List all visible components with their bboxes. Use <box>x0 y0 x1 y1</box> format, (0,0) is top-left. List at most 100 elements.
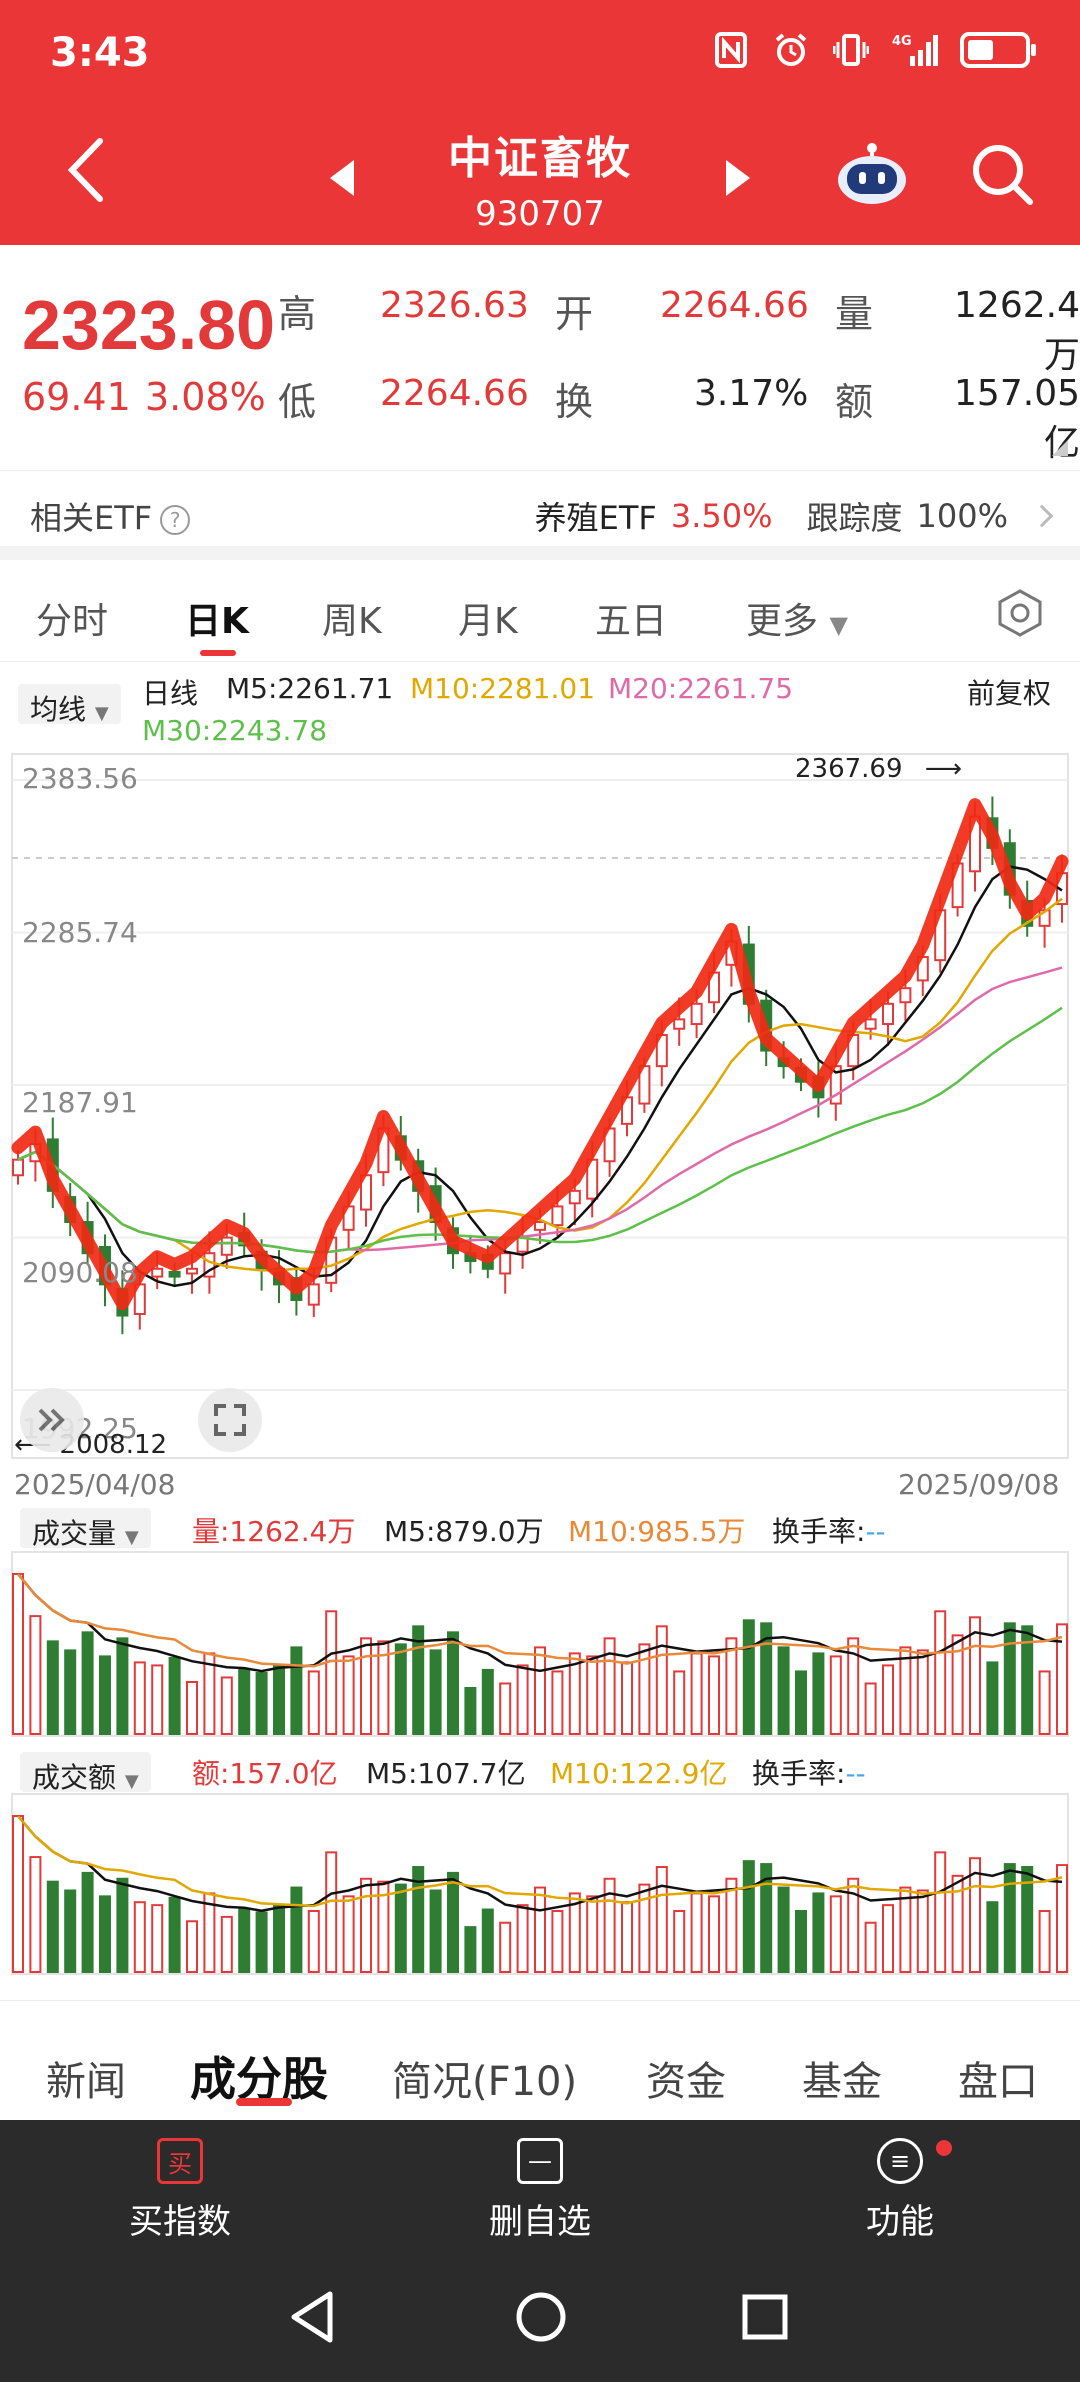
volume-bar <box>1056 1623 1068 1735</box>
tab-daily-k[interactable]: 日K <box>185 601 249 642</box>
tab-five-day[interactable]: 五日 <box>595 601 668 642</box>
adjust-mode[interactable]: 前复权 <box>967 677 1052 710</box>
tab-components[interactable]: 成分股 <box>190 2052 328 2106</box>
volume-m10: M10:985.5万 <box>568 1515 746 1548</box>
kline-chart[interactable] <box>0 750 1080 1470</box>
amount-bar <box>586 1895 599 1973</box>
amount-m10: M10:122.9亿 <box>550 1757 728 1790</box>
buy-index-button[interactable]: 买 买指数 <box>80 2138 280 2243</box>
nfc-icon <box>712 30 750 70</box>
volume-bar <box>342 1655 355 1735</box>
volume-bar <box>412 1625 425 1735</box>
next-index-icon[interactable] <box>726 160 750 196</box>
amount-bar <box>360 1877 372 1973</box>
amount-bar <box>655 1866 668 1973</box>
tab-order-book[interactable]: 盘口 <box>958 2059 1038 2105</box>
kline-tabs: 分时 日K 周K 月K 五日 更多 ▼ <box>0 570 1080 662</box>
collapse-sidebar-button[interactable] <box>20 1388 84 1452</box>
amount-bar <box>864 1921 877 1974</box>
help-icon[interactable]: ? <box>160 505 191 535</box>
amount-bar <box>64 1889 77 1973</box>
vibrate-icon <box>832 30 870 70</box>
volume-bar <box>847 1637 860 1735</box>
candle-body <box>220 1236 233 1256</box>
remove-label: 删自选 <box>489 2202 591 2242</box>
amount-dropdown[interactable]: 成交额 ▼ <box>20 1752 151 1794</box>
amount-bar <box>307 1910 320 1973</box>
tab-monthly-k[interactable]: 月K <box>458 601 518 642</box>
menu-circle-icon: ≡ <box>877 2138 923 2184</box>
tab-fund[interactable]: 基金 <box>802 2059 882 2105</box>
amount-bar <box>481 1908 494 1973</box>
back-arrow-icon[interactable] <box>60 135 120 205</box>
amount-bar <box>708 1895 720 1973</box>
amount-bar <box>1003 1863 1016 1973</box>
candle-body <box>899 987 912 1004</box>
amount-bar <box>151 1904 164 1973</box>
nav-back-icon[interactable] <box>288 2290 338 2344</box>
volume-bar <box>1021 1625 1034 1735</box>
volume-bar <box>1003 1622 1016 1735</box>
y-tick-3: 2187.91 <box>22 1086 138 1119</box>
volume-bar <box>551 1670 564 1736</box>
amount-bar <box>81 1871 94 1973</box>
remove-watchlist-button[interactable]: — 删自选 <box>440 2138 640 2243</box>
volume-label: 量 <box>835 292 874 336</box>
amount-chart[interactable] <box>0 1792 1080 1978</box>
settings-hexagon-icon[interactable] <box>995 588 1045 638</box>
tab-news[interactable]: 新闻 <box>46 2059 126 2105</box>
candle-body <box>186 1267 198 1275</box>
tab-intraday[interactable]: 分时 <box>36 601 109 642</box>
volume-bar <box>760 1622 773 1735</box>
tab-funds-flow[interactable]: 资金 <box>646 2059 726 2105</box>
candle-body <box>534 1221 546 1231</box>
nav-recents-icon[interactable] <box>740 2292 790 2342</box>
amount-bar <box>934 1851 947 1973</box>
amount-bar <box>986 1901 999 1973</box>
volume-bar <box>429 1649 442 1735</box>
action-bar: 买 买指数 — 删自选 ≡ 功能 <box>0 2120 1080 2250</box>
high-value: 2326.63 <box>380 285 529 326</box>
functions-button[interactable]: ≡ 功能 <box>800 2138 1000 2243</box>
legend-m10: M10:2281.01 <box>410 672 596 705</box>
open-label: 开 <box>555 292 594 336</box>
volume-bar <box>290 1646 303 1735</box>
amount-bar <box>290 1886 303 1973</box>
volume-bar <box>534 1646 546 1735</box>
tab-f10[interactable]: 简况(F10) <box>392 2059 578 2105</box>
status-time: 3:43 <box>50 30 150 76</box>
search-icon[interactable] <box>968 140 1038 210</box>
volume-dropdown[interactable]: 成交量 ▼ <box>20 1508 151 1550</box>
ma-dropdown[interactable]: 均线 ▼ <box>18 684 121 726</box>
caret-down-icon: ▼ <box>124 1771 139 1792</box>
fullscreen-button[interactable] <box>198 1388 262 1452</box>
volume-bar <box>742 1619 755 1735</box>
tab-more[interactable]: 更多 ▼ <box>746 601 848 642</box>
volume-bar <box>882 1664 894 1735</box>
amount-label: 额 <box>835 380 874 424</box>
nav-home-icon[interactable] <box>514 2290 568 2344</box>
prev-index-icon[interactable] <box>330 160 354 196</box>
robot-assistant-icon[interactable] <box>835 140 909 208</box>
turnover-label: 换 <box>555 380 594 424</box>
volume-ma5-line <box>17 1573 1063 1673</box>
amount-bar <box>638 1883 651 1973</box>
amount-bar <box>1021 1866 1034 1973</box>
notification-dot <box>936 2140 952 2156</box>
candle-body <box>168 1270 181 1278</box>
expand-corner-icon[interactable] <box>1052 440 1068 456</box>
volume-chart[interactable] <box>0 1550 1080 1740</box>
tab-weekly-k[interactable]: 周K <box>322 601 382 642</box>
amount-bar <box>168 1896 181 1973</box>
candle-body <box>151 1267 164 1278</box>
volume-bar <box>273 1664 285 1735</box>
volume-bar <box>899 1646 912 1735</box>
related-etf-row[interactable]: 相关ETF? 养殖ETF 3.50% 跟踪度 100% <box>0 470 1080 560</box>
volume-bar <box>951 1634 964 1735</box>
volume-bar <box>969 1616 981 1735</box>
volume-bar <box>29 1615 42 1735</box>
ma-line-m30 <box>17 1006 1063 1254</box>
app-header: 3:43 4G 中证畜牧 930707 <box>0 0 1080 245</box>
amount-bar <box>673 1910 686 1973</box>
amount-bar <box>1056 1864 1068 1973</box>
